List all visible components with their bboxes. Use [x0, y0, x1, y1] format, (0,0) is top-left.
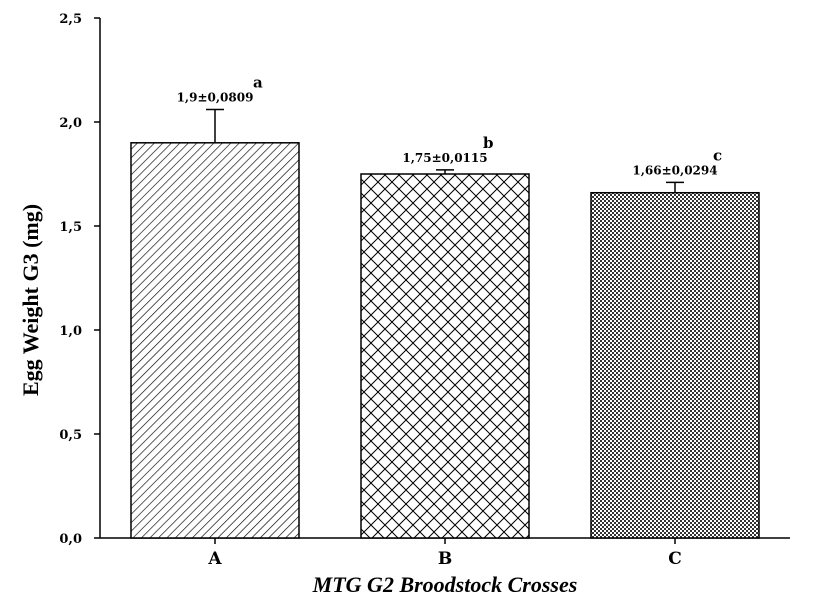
y-tick-label: 2,5	[59, 12, 82, 27]
y-tick-label: 0,0	[59, 532, 82, 547]
x-ticks: A B C	[207, 538, 682, 569]
y-tick-label: 0,5	[59, 428, 82, 443]
y-tick-label: 1,0	[59, 324, 82, 339]
y-tick-label: 2,0	[59, 116, 82, 131]
significance-letter: a	[253, 74, 263, 92]
significance-letter: b	[483, 134, 494, 152]
bar-A	[130, 142, 300, 539]
bar-value-label: 1,75±0,0115	[402, 151, 487, 165]
y-ticks: 0,0 0,5 1,0 1,5 2,0 2,5	[59, 12, 100, 547]
x-axis-title: MTG G2 Broodstock Crosses	[312, 572, 578, 597]
x-tick-label: C	[668, 549, 682, 569]
bar-C	[590, 191, 760, 539]
y-tick-label: 1,5	[59, 220, 82, 235]
x-tick-label: A	[207, 549, 222, 569]
x-tick-label: B	[438, 549, 452, 569]
bar-value-label: 1,9±0,0809	[177, 91, 254, 105]
significance-letter: c	[713, 146, 722, 164]
bar-B	[360, 173, 530, 539]
bar-value-label: 1,66±0,0294	[632, 163, 717, 177]
y-axis-title: Egg Weight G3 (mg)	[18, 204, 43, 396]
